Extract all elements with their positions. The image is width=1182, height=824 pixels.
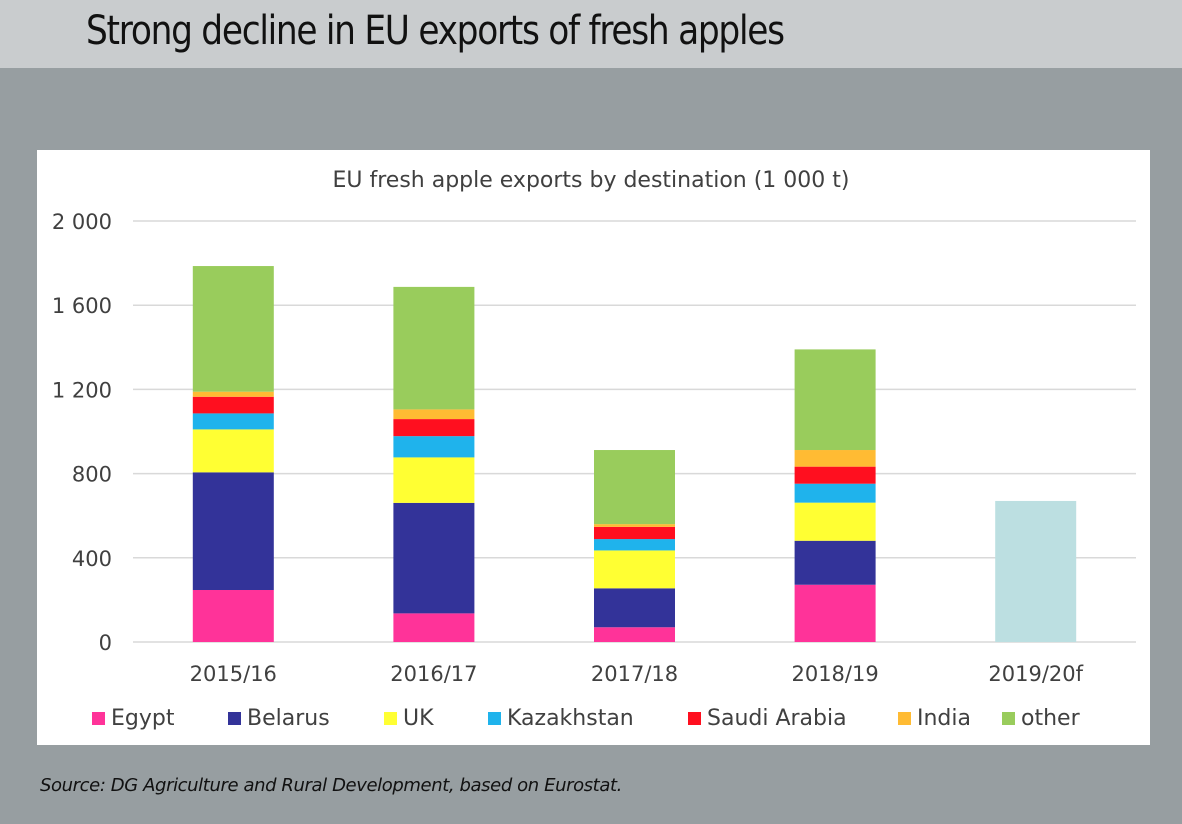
legend-swatch [1002,712,1015,725]
bar-segment-belarus [393,502,475,614]
legend-swatch [228,712,241,725]
legend-label: other [1021,706,1080,731]
bar-segment-saudi-arabia [594,526,675,540]
legend-label: Saudi Arabia [707,706,847,731]
bar-segment-forecast-total [995,500,1077,642]
x-tick-label: 2016/17 [390,662,477,686]
legend-item-india: India [898,706,971,731]
title-band: Strong decline in EU exports of fresh ap… [0,0,1182,68]
x-tick-label: 2018/19 [791,662,878,686]
bar-segment-kazakhstan [393,436,475,458]
legend-swatch [488,712,501,725]
legend-item-other: other [1002,706,1080,731]
legend-label: India [917,706,971,731]
bar-segment-saudi-arabia [192,396,274,414]
chart-title: EU fresh apple exports by destination (1… [332,168,850,193]
bar-segment-other [794,349,876,451]
bar-segment-egypt [594,627,675,642]
source-note: Source: DG Agriculture and Rural Develop… [40,775,622,796]
x-tick-label: 2017/18 [591,662,678,686]
legend-item-kazakhstan: Kazakhstan [488,706,634,731]
legend-label: UK [403,706,434,731]
bar-segment-belarus [594,588,675,628]
page-title: Strong decline in EU exports of fresh ap… [86,8,785,54]
legend-swatch [898,712,911,725]
x-tick-label: 2015/16 [190,662,277,686]
legend-item-uk: UK [384,706,434,731]
x-tick-label: 2019/20f [988,662,1083,686]
bar-segment-uk [794,502,876,541]
y-tick-label: 1 600 [52,294,112,318]
bar-segment-egypt [794,584,876,642]
legend-label: Egypt [111,706,175,731]
bar-segment-other [393,286,475,410]
chart-legend: Egypt Belarus UK Kazakhstan Saudi Arabia Indi… [0,706,1182,736]
bar-segment-kazakhstan [794,483,876,503]
bar-segment-other [594,450,675,525]
bar-segment-uk [393,457,475,503]
legend-swatch [92,712,105,725]
legend-item-belarus: Belarus [228,706,330,731]
y-tick-label: 2 000 [52,210,112,234]
y-tick-label: 400 [72,547,112,571]
legend-swatch [384,712,397,725]
bar-segment-kazakhstan [192,413,274,430]
bar-segment-other [192,266,274,392]
bar-segment-saudi-arabia [794,466,876,484]
legend-item-saudi-arabia: Saudi Arabia [688,706,847,731]
y-tick-label: 800 [72,463,112,487]
y-tick-label: 1 200 [52,378,112,402]
bar-segment-belarus [794,540,876,585]
legend-swatch [688,712,701,725]
bar-segment-uk [192,429,274,473]
y-tick-label: 0 [99,631,112,655]
bar-segment-egypt [393,613,475,642]
legend-item-egypt: Egypt [92,706,174,731]
legend-label: Belarus [247,706,330,731]
bar-segment-egypt [192,590,274,642]
bar-segment-india [393,409,475,420]
bar-segment-kazakhstan [594,539,675,551]
bar-segment-belarus [192,472,274,591]
legend-label: Kazakhstan [507,706,634,731]
bar-segment-india [794,450,876,467]
bar-segment-india [594,524,675,527]
bar-segment-saudi-arabia [393,419,475,437]
bar-segment-india [192,391,274,397]
bar-segment-uk [594,550,675,589]
